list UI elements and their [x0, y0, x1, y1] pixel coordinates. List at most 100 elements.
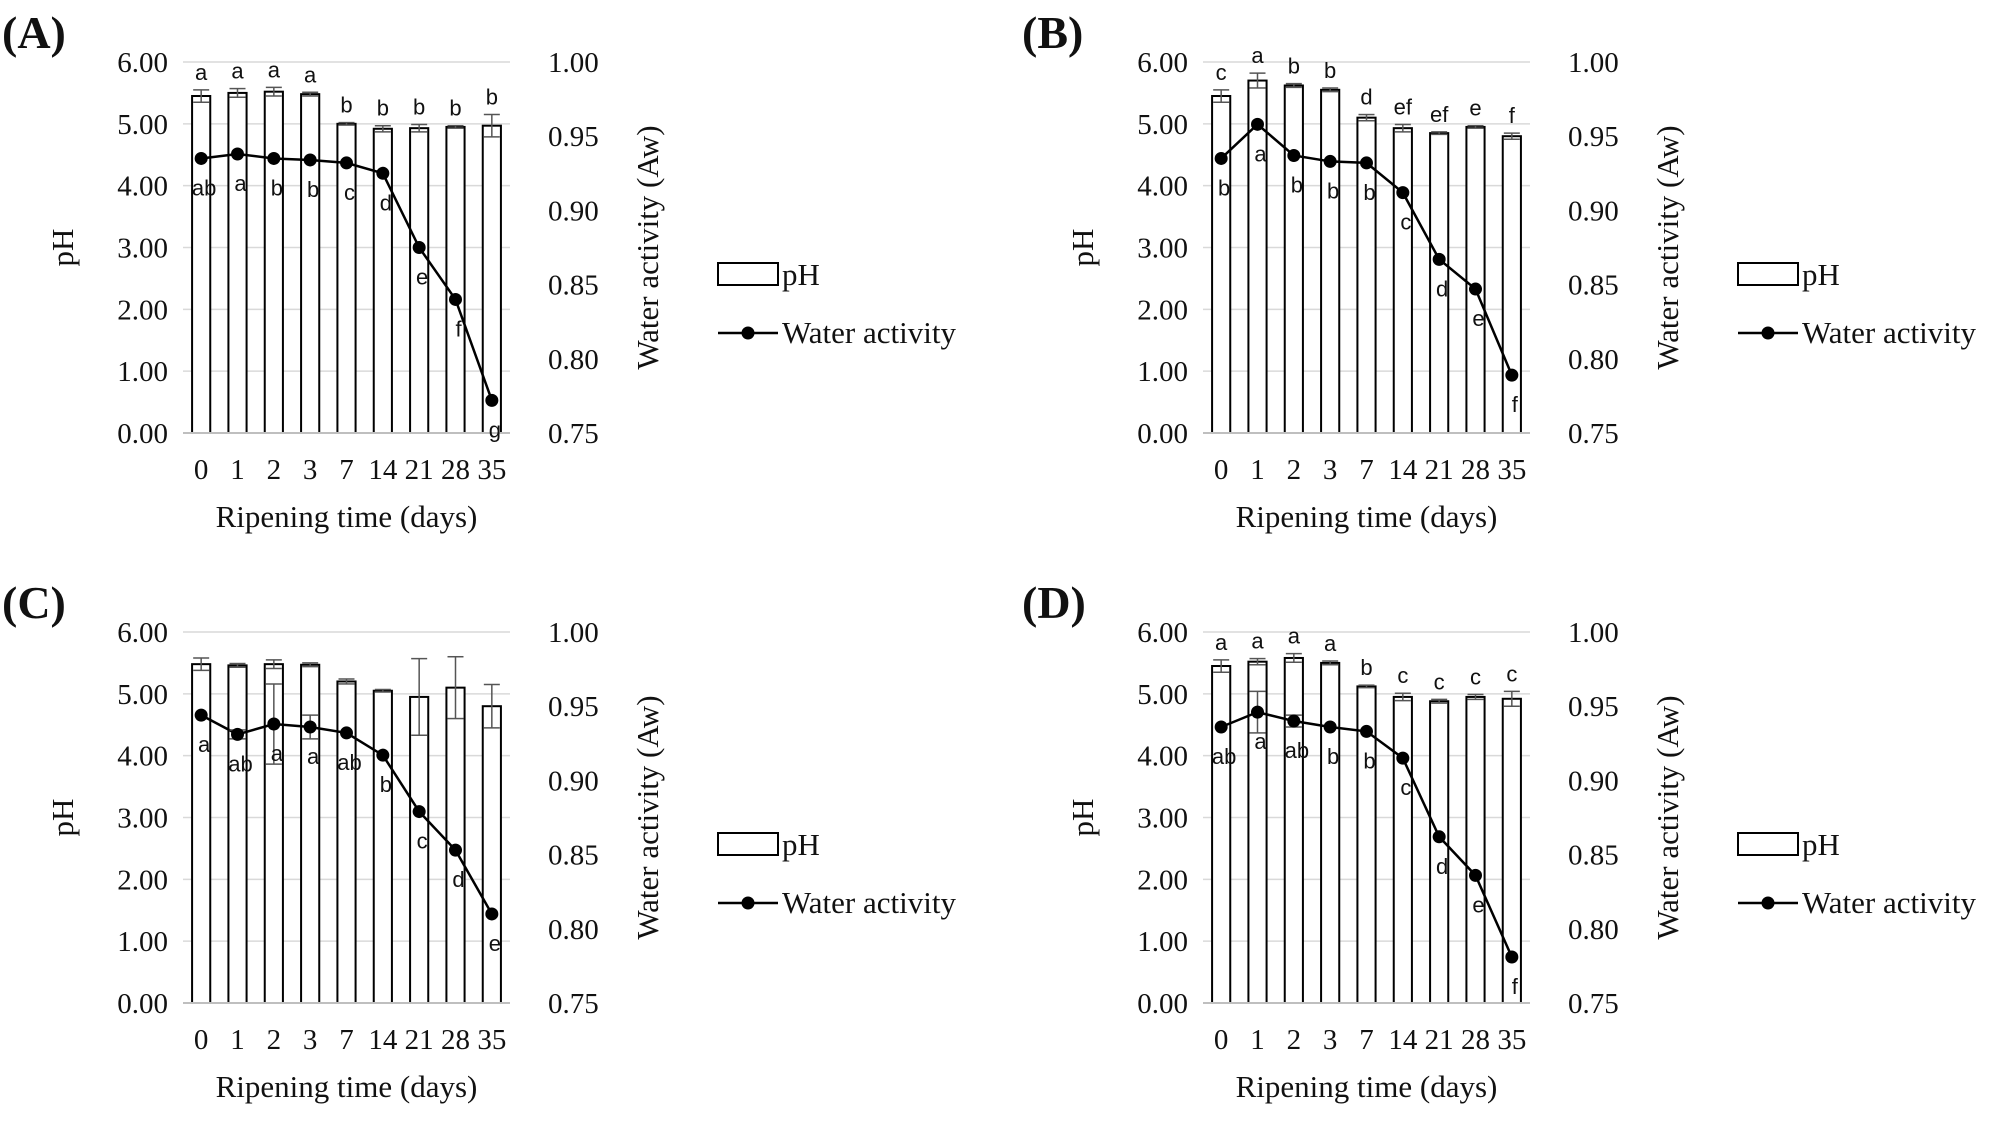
- aw-significance-letter: b: [271, 175, 283, 200]
- x-tick-label: 35: [477, 1024, 506, 1056]
- x-axis-title: Ripening time (days): [1236, 499, 1498, 534]
- x-tick-label: 21: [1425, 1024, 1454, 1056]
- legend-bar-swatch: [1737, 832, 1799, 856]
- y-tick-label: 2.00: [117, 864, 168, 896]
- x-tick-label: 2: [1287, 454, 1302, 486]
- y2-tick-label: 0.80: [1568, 344, 1619, 376]
- water-activity-point: [1396, 751, 1410, 765]
- aw-significance-letter: ab: [1285, 738, 1309, 763]
- ph-significance-letter: c: [1434, 669, 1445, 694]
- aw-significance-letter: e: [1472, 306, 1484, 331]
- x-axis-title: Ripening time (days): [216, 1069, 478, 1104]
- x-tick-label: 21: [405, 454, 434, 486]
- ph-bar: [1465, 695, 1486, 1005]
- y2-tick-label: 1.00: [1568, 617, 1619, 649]
- ph-significance-letter: b: [340, 93, 352, 118]
- water-activity-point: [412, 805, 426, 819]
- water-activity-point: [1432, 252, 1446, 266]
- x-axis-title: Ripening time (days): [216, 499, 478, 534]
- y2-axis-title: Water activity (Aw): [630, 695, 665, 939]
- legend-line-marker: [1761, 326, 1775, 340]
- ph-significance-letter: e: [1469, 96, 1481, 121]
- ph-significance-letter: f: [1509, 103, 1516, 128]
- water-activity-point: [340, 156, 353, 170]
- water-activity-point: [194, 151, 208, 165]
- legend-line-marker: [741, 326, 755, 340]
- x-tick-label: 28: [1461, 454, 1490, 486]
- aw-significance-letter: a: [271, 741, 284, 766]
- water-activity-point: [231, 147, 244, 161]
- y-tick-label: 1.00: [1137, 926, 1188, 958]
- ph-significance-letter: b: [1360, 655, 1372, 680]
- x-tick-label: 28: [441, 1024, 470, 1056]
- y2-tick-label: 0.80: [548, 914, 599, 946]
- y-tick-label: 5.00: [1137, 109, 1188, 141]
- x-tick-label: 3: [1323, 454, 1338, 486]
- water-activity-point: [1214, 720, 1228, 734]
- ph-significance-letter: a: [1251, 629, 1264, 654]
- legend-line-label: Water activity: [1802, 885, 1976, 920]
- x-tick-label: 7: [339, 454, 354, 486]
- ph-bar: [1392, 127, 1413, 435]
- x-tick-label: 1: [1250, 454, 1265, 486]
- y2-tick-label: 0.85: [548, 270, 599, 302]
- y2-tick-label: 0.90: [548, 195, 599, 227]
- x-tick-label: 0: [194, 454, 209, 486]
- ph-bar: [372, 689, 393, 1004]
- water-activity-point: [1323, 154, 1337, 168]
- water-activity-point: [231, 727, 244, 741]
- aw-significance-letter: a: [1254, 141, 1267, 166]
- y-tick-label: 5.00: [117, 109, 168, 141]
- y-tick-label: 5.00: [117, 679, 168, 711]
- ph-significance-letter: a: [304, 62, 317, 87]
- water-activity-point: [1432, 830, 1446, 844]
- legend-bar-swatch: [717, 262, 779, 286]
- y-tick-label: 6.00: [1137, 617, 1188, 649]
- aw-significance-letter: ab: [1212, 744, 1236, 769]
- y2-tick-label: 0.95: [1568, 691, 1619, 723]
- water-activity-point: [1287, 148, 1301, 162]
- legend-bar-label: pH: [1802, 257, 1840, 292]
- ph-bar: [1320, 88, 1341, 434]
- y-tick-label: 4.00: [117, 171, 168, 203]
- x-tick-label: 1: [1250, 1024, 1265, 1056]
- legend-bar-label: pH: [782, 827, 820, 862]
- aw-significance-letter: a: [198, 732, 211, 757]
- water-activity-point: [1469, 282, 1482, 296]
- ph-significance-letter: b: [449, 96, 461, 121]
- y2-tick-label: 0.95: [548, 121, 599, 153]
- ph-significance-letter: c: [1470, 664, 1481, 689]
- water-activity-point: [1505, 368, 1519, 382]
- y-tick-label: 6.00: [1137, 47, 1188, 79]
- aw-significance-letter: e: [1472, 892, 1484, 917]
- y2-tick-label: 0.80: [548, 344, 599, 376]
- x-tick-label: 14: [1388, 454, 1418, 486]
- y2-tick-label: 1.00: [548, 47, 599, 79]
- ph-significance-letter: b: [486, 85, 498, 110]
- y-axis-title: pH: [45, 799, 80, 837]
- ph-significance-letter: a: [195, 60, 208, 85]
- y-tick-label: 0.00: [117, 418, 168, 450]
- legend-line-marker: [741, 896, 755, 910]
- y2-tick-label: 0.90: [548, 765, 599, 797]
- aw-significance-letter: d: [452, 867, 464, 892]
- x-tick-label: 3: [303, 1024, 318, 1056]
- ph-bar: [1465, 125, 1486, 435]
- ph-bar: [1247, 79, 1268, 435]
- x-tick-label: 28: [441, 454, 470, 486]
- ph-significance-letter: a: [1251, 43, 1264, 68]
- y2-tick-label: 0.75: [1568, 418, 1619, 450]
- y2-tick-label: 0.85: [548, 840, 599, 872]
- y-tick-label: 3.00: [117, 803, 168, 835]
- y2-tick-label: 1.00: [1568, 47, 1619, 79]
- x-tick-label: 0: [1214, 1024, 1229, 1056]
- y-axis-title: pH: [1065, 799, 1100, 837]
- aw-significance-letter: a: [234, 171, 247, 196]
- ph-bar: [1320, 661, 1341, 1005]
- y-tick-label: 0.00: [1137, 418, 1188, 450]
- y2-tick-label: 1.00: [548, 617, 599, 649]
- water-activity-point: [1251, 705, 1264, 719]
- legend-line-label: Water activity: [1802, 315, 1976, 350]
- ph-bar: [445, 125, 466, 435]
- aw-significance-letter: b: [1327, 744, 1339, 769]
